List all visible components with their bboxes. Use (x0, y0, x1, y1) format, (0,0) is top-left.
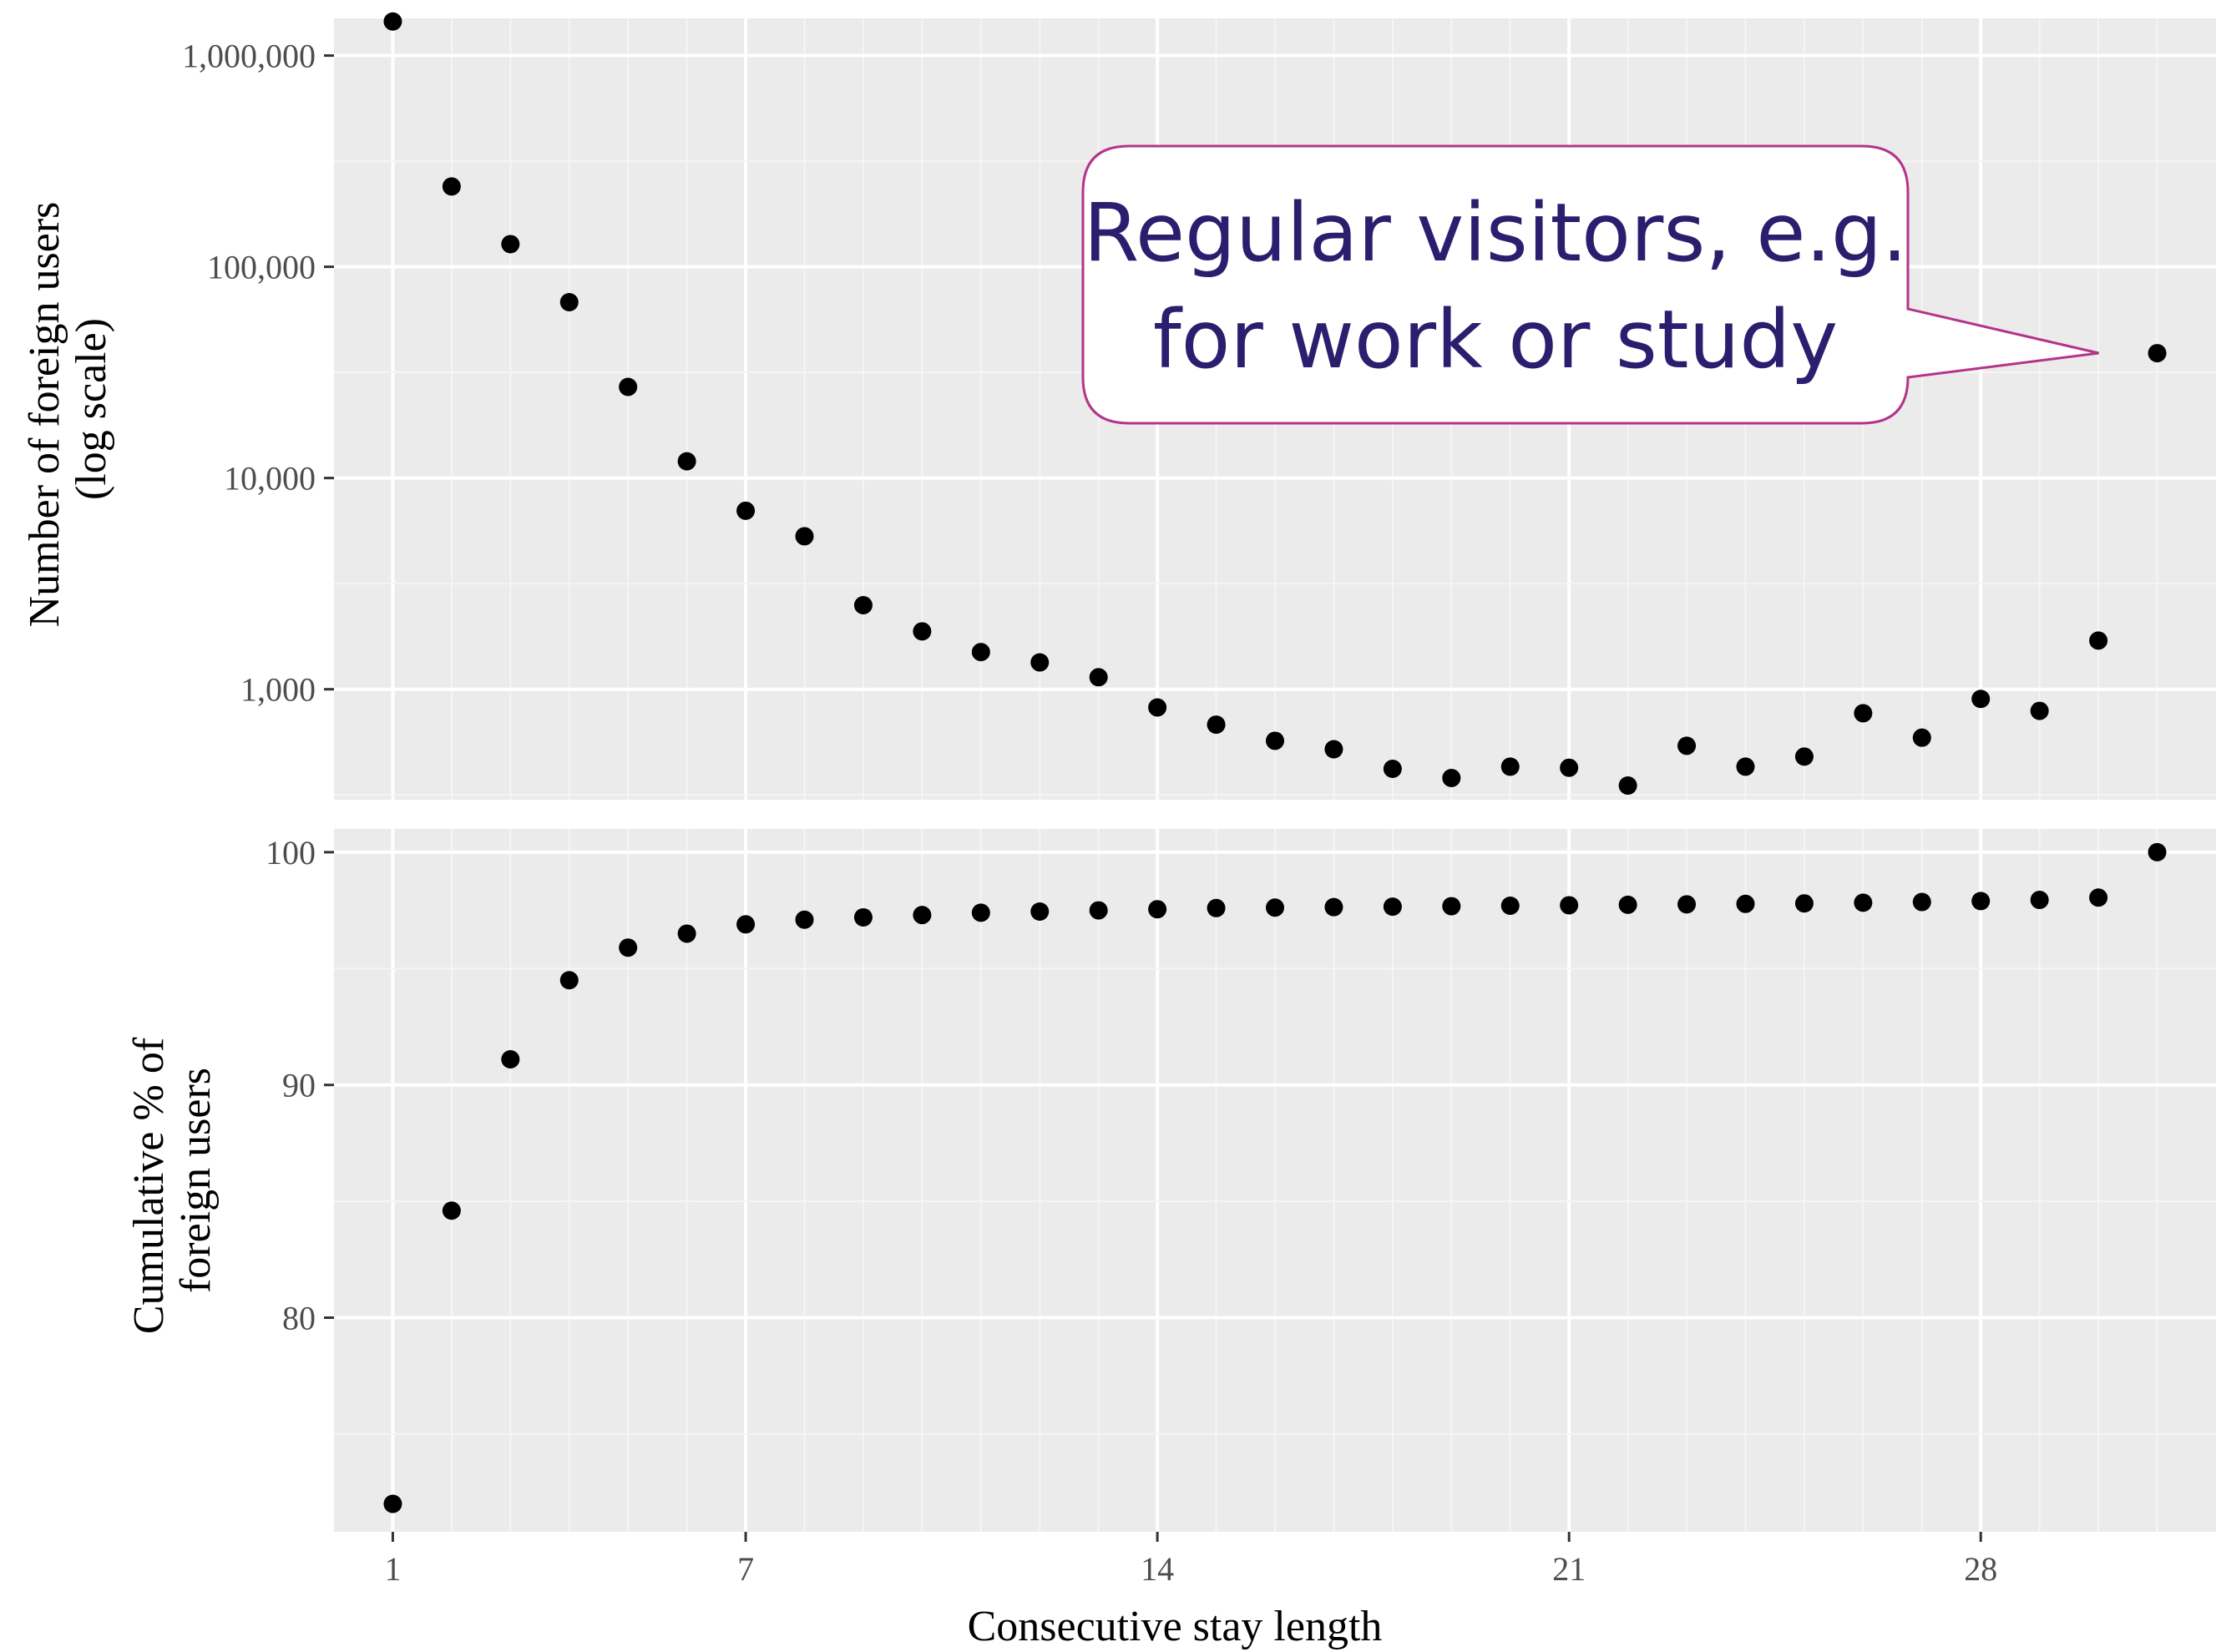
bottom-data-point (971, 903, 990, 922)
bottom-y-axis-title-line-1: Cumulative % of (125, 1037, 173, 1334)
bottom-data-point (1442, 897, 1461, 916)
bottom-y-tick-label: 90 (282, 1067, 316, 1104)
bottom-data-point (1207, 898, 1226, 917)
top-data-points (383, 12, 2167, 796)
bottom-data-point (1148, 900, 1167, 919)
x-tick-label: 14 (1141, 1550, 1174, 1588)
bottom-data-point (853, 907, 873, 927)
bottom-data-point (1266, 898, 1284, 917)
bottom-data-point (1560, 896, 1579, 915)
bottom-panel: 80 90 100 1 7 14 21 28 Cumulative % of foreign… (125, 829, 2216, 1650)
top-data-point (619, 377, 638, 397)
top-data-point (1794, 747, 1814, 766)
top-data-point (1148, 698, 1167, 717)
top-data-point (1030, 653, 1050, 672)
top-data-point (1677, 736, 1697, 755)
bottom-data-point (2148, 842, 2167, 861)
bottom-y-tick-label: 80 (282, 1299, 316, 1336)
bottom-data-point (2030, 891, 2049, 910)
top-data-point (1442, 769, 1461, 788)
top-data-point (1207, 715, 1226, 735)
bottom-data-point (1736, 894, 1755, 913)
top-data-point (1971, 690, 1991, 709)
top-data-point (795, 527, 814, 546)
top-data-point (559, 292, 579, 311)
x-tick-label: 7 (737, 1550, 754, 1588)
callout-text-line-2: for work or study (1153, 293, 1838, 386)
bottom-data-point (1854, 893, 1873, 912)
bottom-data-point (1383, 897, 1402, 917)
top-data-point (1854, 704, 1873, 723)
bottom-data-point (1030, 902, 1050, 921)
bottom-data-points (383, 842, 2167, 1513)
bottom-y-tick-label: 100 (266, 834, 316, 871)
top-data-point (913, 622, 932, 641)
x-tick-label: 21 (1552, 1550, 1586, 1588)
bottom-data-point (383, 1494, 402, 1513)
top-panel: 1,000 10,000 100,000 1,000,000 Number of fo… (21, 12, 2216, 800)
top-y-tick-label: 100,000 (207, 249, 316, 286)
bottom-data-point (501, 1050, 520, 1069)
top-data-point (2089, 631, 2108, 650)
top-y-axis-title-line-1: Number of foreign users (21, 202, 68, 628)
bottom-data-point (795, 910, 814, 929)
x-tick-label: 28 (1964, 1550, 1997, 1588)
x-axis-title: Consecutive stay length (968, 1603, 1383, 1650)
top-data-point (1089, 668, 1108, 687)
top-data-point (1618, 776, 1637, 796)
top-data-point (1500, 757, 1520, 776)
top-y-tick-label: 1,000 (240, 671, 316, 709)
top-y-axis-title-line-2: (log scale) (68, 318, 115, 500)
bottom-y-axis-title: Cumulative % of foreign users (125, 1027, 220, 1334)
top-data-point (677, 452, 696, 471)
top-data-point (501, 235, 520, 254)
callout-text-line-1: Regular visitors, e.g. (1084, 186, 1908, 280)
top-y-axis: 1,000 10,000 100,000 1,000,000 (182, 38, 334, 709)
top-data-point (853, 595, 873, 614)
bottom-data-point (913, 906, 932, 925)
bottom-data-point (1500, 897, 1520, 916)
top-data-point (1912, 728, 1931, 747)
top-data-point (442, 177, 461, 196)
bottom-data-point (2089, 888, 2108, 907)
top-data-point (2148, 344, 2167, 363)
bottom-data-point (1971, 892, 1991, 911)
x-axis: 1 7 14 21 28 (384, 1532, 1997, 1588)
top-data-point (1324, 740, 1343, 759)
top-data-point (383, 12, 402, 31)
bottom-data-point (1912, 892, 1931, 912)
top-y-tick-label: 10,000 (224, 460, 316, 498)
bottom-data-point (442, 1201, 461, 1220)
annotation-callout: Regular visitors, e.g. for work or study (1081, 144, 2099, 425)
top-y-axis-title: Number of foreign users (log scale) (21, 191, 115, 628)
top-data-point (1560, 758, 1579, 777)
callout-bubble (1081, 144, 2099, 425)
bottom-data-point (1089, 901, 1108, 920)
top-data-point (971, 643, 990, 662)
top-data-point (1383, 760, 1402, 779)
bottom-data-point (619, 938, 638, 957)
bottom-y-axis: 80 90 100 (266, 834, 334, 1336)
bottom-y-axis-title-line-2: foreign users (172, 1068, 220, 1293)
top-data-point (2030, 701, 2049, 720)
bottom-data-point (736, 915, 756, 934)
bottom-gridlines (334, 829, 2216, 1532)
bottom-data-point (1677, 895, 1697, 914)
x-tick-label: 1 (384, 1550, 401, 1588)
bottom-data-point (1794, 894, 1814, 913)
bottom-data-point (1324, 897, 1343, 917)
bottom-data-point (559, 971, 579, 990)
bottom-data-point (677, 924, 696, 943)
top-data-point (1736, 757, 1755, 776)
top-data-point (736, 501, 756, 520)
top-y-tick-label: 1,000,000 (182, 38, 316, 75)
bottom-data-point (1618, 895, 1637, 914)
top-data-point (1266, 731, 1284, 750)
